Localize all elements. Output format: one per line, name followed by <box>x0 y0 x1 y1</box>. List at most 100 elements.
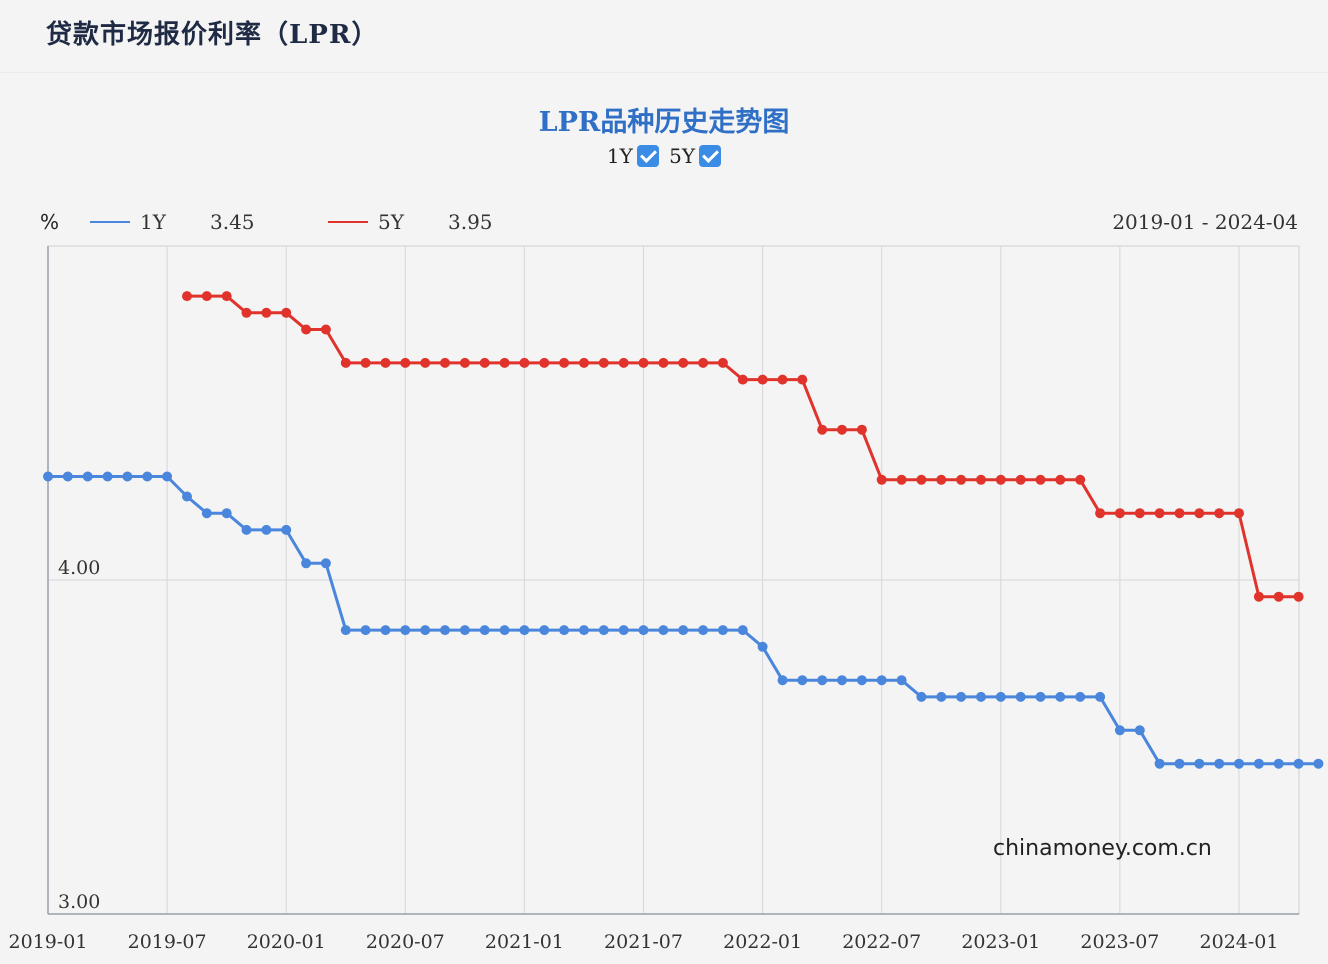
data-point-1y <box>717 625 728 636</box>
data-point-1y <box>479 625 490 636</box>
data-point-5y <box>896 474 907 485</box>
data-point-5y <box>1273 591 1284 602</box>
data-point-1y <box>1114 725 1125 736</box>
data-point-5y <box>678 357 689 368</box>
series-toggles: 1Y 5Y <box>0 144 1328 168</box>
checkbox-1y-icon[interactable] <box>636 145 659 167</box>
data-point-1y <box>757 641 768 652</box>
data-point-5y <box>995 474 1006 485</box>
data-point-1y <box>1253 758 1264 769</box>
data-point-1y <box>380 625 391 636</box>
data-point-5y <box>1194 508 1205 519</box>
data-point-1y <box>837 675 847 686</box>
data-point-1y <box>856 675 867 686</box>
data-point-5y <box>539 357 550 368</box>
data-point-5y <box>1075 474 1086 485</box>
data-point-5y <box>1234 508 1244 519</box>
data-point-5y <box>1214 508 1225 519</box>
data-point-5y <box>618 357 629 368</box>
data-point-5y <box>400 357 411 368</box>
legend-value-5y: 3.95 <box>448 210 493 234</box>
data-point-1y <box>539 625 550 636</box>
data-point-5y <box>459 357 470 368</box>
data-point-5y <box>698 357 709 368</box>
data-point-1y <box>221 508 232 519</box>
data-point-5y <box>201 291 212 302</box>
legend-item-1y[interactable]: 1Y 3.45 <box>90 210 255 234</box>
page-title: 贷款市场报价利率（LPR） <box>46 20 379 50</box>
data-point-1y <box>1015 691 1026 702</box>
toggle-1y-label: 1Y <box>606 144 633 168</box>
data-point-1y <box>598 625 609 636</box>
toggle-5y-label: 5Y <box>669 144 696 168</box>
data-point-5y <box>1095 508 1106 519</box>
data-point-1y <box>876 675 887 686</box>
data-point-5y <box>1154 508 1165 519</box>
toggle-1y[interactable]: 1Y <box>607 144 659 168</box>
data-point-5y <box>340 357 351 368</box>
data-point-5y <box>479 357 490 368</box>
data-point-5y <box>320 324 331 335</box>
data-point-5y <box>777 374 788 385</box>
data-point-5y <box>936 474 947 485</box>
legend-item-5y[interactable]: 5Y 3.95 <box>328 210 493 234</box>
x-tick-label: 2020-07 <box>366 931 445 953</box>
data-point-1y <box>420 625 431 636</box>
data-point-5y <box>1035 474 1046 485</box>
date-range: 2019-01 - 2024-04 <box>1112 210 1298 234</box>
data-point-5y <box>837 424 847 435</box>
data-point-5y <box>579 357 589 368</box>
data-point-1y <box>1035 691 1046 702</box>
data-point-1y <box>1273 758 1284 769</box>
data-point-1y <box>658 625 669 636</box>
y-unit-label: % <box>40 210 60 234</box>
data-point-1y <box>62 471 73 482</box>
data-point-1y <box>1055 691 1066 702</box>
data-point-5y <box>976 474 986 485</box>
data-point-1y <box>519 625 530 636</box>
data-point-1y <box>1194 758 1205 769</box>
data-point-5y <box>717 357 728 368</box>
data-point-1y <box>916 691 927 702</box>
x-tick-label: 2022-07 <box>842 931 921 953</box>
data-point-5y <box>261 307 272 318</box>
data-point-1y <box>281 524 292 535</box>
watermark: chinamoney.com.cn <box>993 836 1212 861</box>
data-point-5y <box>1293 591 1304 602</box>
data-point-5y <box>420 357 431 368</box>
data-point-5y <box>757 374 768 385</box>
checkbox-5y-icon[interactable] <box>699 145 722 167</box>
data-point-5y <box>1134 508 1145 519</box>
legend-value-1y: 3.45 <box>210 210 255 234</box>
data-point-5y <box>499 357 510 368</box>
data-point-1y <box>82 471 93 482</box>
data-point-1y <box>559 625 570 636</box>
data-point-5y <box>380 357 391 368</box>
legend-name-1y: 1Y <box>140 210 166 234</box>
data-point-1y <box>896 675 907 686</box>
data-point-1y <box>360 625 371 636</box>
toggle-5y[interactable]: 5Y <box>669 144 722 168</box>
data-point-1y <box>1313 758 1324 769</box>
x-tick-label: 2019-01 <box>9 931 88 953</box>
data-point-1y <box>43 471 53 482</box>
x-tick-label: 2021-07 <box>604 931 683 953</box>
data-point-5y <box>916 474 927 485</box>
data-point-5y <box>1174 508 1185 519</box>
data-point-1y <box>638 625 649 636</box>
data-point-1y <box>400 625 411 636</box>
legend: % 1Y 3.45 5Y 3.95 2019-01 - 2024-04 <box>0 208 1328 238</box>
data-point-1y <box>1154 758 1165 769</box>
data-point-5y <box>638 357 649 368</box>
data-point-1y <box>698 625 709 636</box>
data-point-5y <box>598 357 609 368</box>
data-point-1y <box>261 524 272 535</box>
data-point-1y <box>459 625 470 636</box>
data-point-1y <box>797 675 808 686</box>
data-point-5y <box>559 357 570 368</box>
chart-title: LPR品种历史走势图 <box>538 107 790 138</box>
data-point-5y <box>301 324 312 335</box>
data-point-1y <box>1095 691 1106 702</box>
data-point-5y <box>1015 474 1026 485</box>
